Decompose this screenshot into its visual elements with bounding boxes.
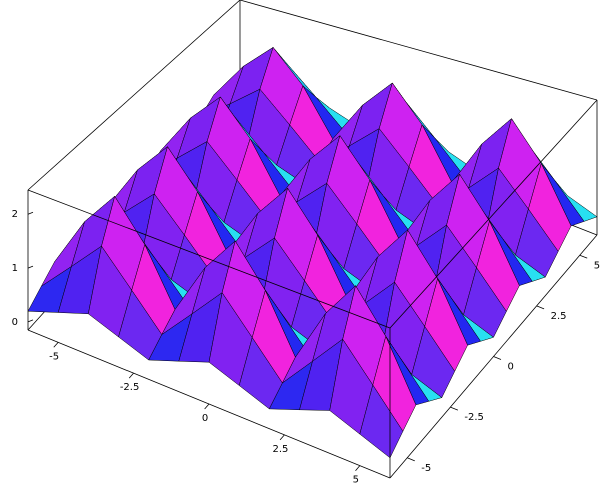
- y-tick: [407, 457, 415, 462]
- z-tick-label: 0: [12, 317, 18, 328]
- y-tick: [493, 356, 502, 360]
- z-tick: [27, 211, 34, 215]
- x-tick: [204, 403, 210, 410]
- surface-face: [359, 384, 404, 459]
- x-tick: [279, 434, 285, 441]
- x-tick: [128, 372, 134, 379]
- surface: [27, 47, 598, 459]
- y-tick: [536, 305, 545, 310]
- y-tick-label: 0: [508, 362, 514, 373]
- y-tick: [450, 406, 459, 411]
- z-tick-label: 2: [12, 209, 18, 220]
- y-tick-label: 2.5: [551, 311, 567, 322]
- box-edge: [239, 0, 598, 101]
- x-tick-label: -5: [49, 351, 59, 362]
- x-tick-label: 0: [202, 413, 208, 424]
- x-tick-label: 5: [353, 475, 359, 486]
- x-tick-label: -2.5: [120, 382, 140, 393]
- y-tick-label: 5: [594, 260, 600, 271]
- z-tick: [27, 319, 34, 323]
- z-tick: [27, 265, 34, 269]
- box-edge: [27, 0, 241, 191]
- y-tick: [579, 254, 588, 259]
- x-tick: [53, 342, 59, 348]
- box-edge: [389, 99, 598, 329]
- axes: -5 -2.5 0 2.5 5 -5 -2.5 0 2.5 5 0 1 2: [12, 209, 600, 485]
- y-tick-label: -5: [421, 463, 431, 474]
- x-tick-label: 2.5: [272, 444, 288, 455]
- y-tick-label: -2.5: [464, 412, 484, 423]
- box-edge: [27, 189, 391, 329]
- z-tick-label: 1: [12, 263, 18, 274]
- x-tick: [355, 465, 361, 471]
